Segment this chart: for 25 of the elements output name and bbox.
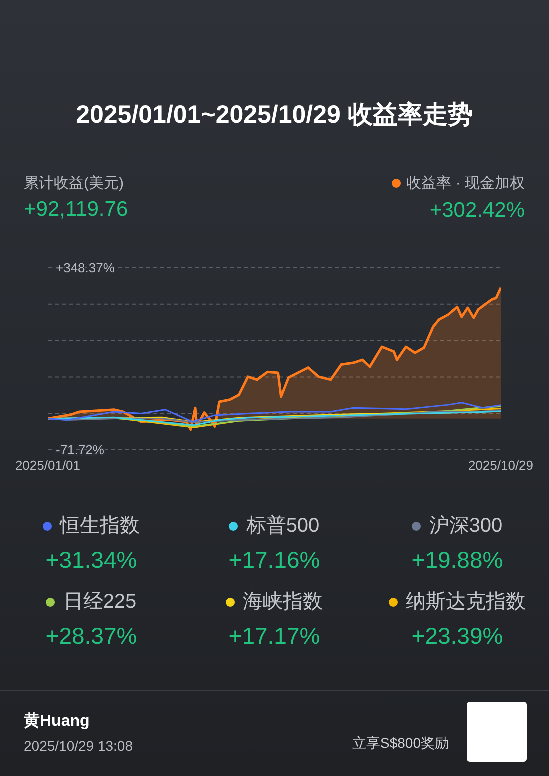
legend-label: 恒生指数 [58,514,141,539]
text: +92,119.76 [24,198,128,222]
legend-label: 海峡指数 [242,590,324,615]
text: 黄Huang [24,712,90,732]
legend-label: 标普500 [245,514,321,539]
text: 2025/10/29 13:08 [24,738,133,754]
y-tick-label: +348.37% [56,260,116,276]
text: +17.17% [228,623,322,650]
legend-label: 日经225 [62,590,138,615]
text: +19.88% [410,547,504,574]
legend-label: 收益率 · 现金加权 [406,174,525,193]
text: +17.16% [228,547,322,574]
text: 立享S$800奖励 [352,735,449,753]
text: 累计收益(美元) [24,174,124,193]
legend-label: 纳斯达克指数 [405,590,527,615]
x-tick-label: 2025/01/01 [15,458,81,473]
text: +302.42% [428,199,525,223]
text: +23.39% [410,623,504,650]
legend-label: 沪深300 [428,514,504,539]
y-tick-label: -71.72% [56,442,105,458]
line-series [48,402,501,423]
text: +31.34% [44,547,138,574]
chart-title: 2025/01/01~2025/10/29 收益率走势 [75,100,474,131]
text: +28.37% [44,623,138,650]
x-tick-label: 2025/10/29 [468,458,534,473]
